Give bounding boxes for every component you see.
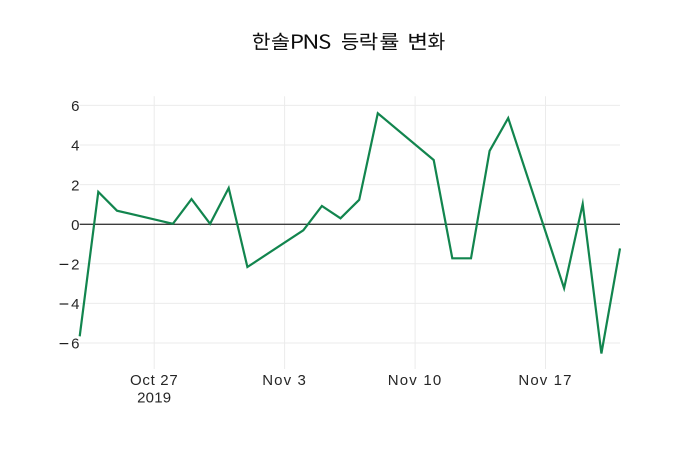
- svg-text:6: 6: [71, 336, 79, 353]
- svg-text:Nov 3: Nov 3: [262, 372, 307, 389]
- svg-text:4: 4: [71, 296, 79, 313]
- svg-text:Nov 10: Nov 10: [388, 372, 443, 389]
- svg-text:4: 4: [71, 138, 79, 155]
- svg-text:2: 2: [71, 177, 79, 194]
- svg-text:Oct 27: Oct 27: [130, 372, 178, 389]
- svg-text:0: 0: [71, 217, 79, 234]
- svg-text:6: 6: [71, 98, 79, 115]
- svg-text:2: 2: [71, 257, 79, 274]
- svg-text:Nov 17: Nov 17: [518, 372, 572, 389]
- svg-text:2019: 2019: [137, 390, 171, 407]
